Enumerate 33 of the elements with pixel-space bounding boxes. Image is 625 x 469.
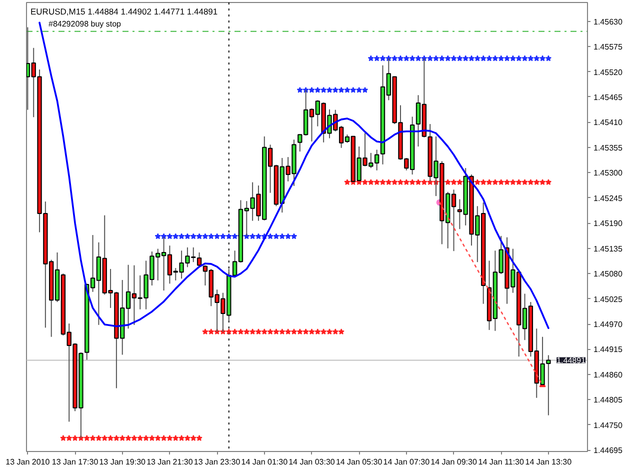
y-tick-label: 1.45520 [594,68,623,77]
x-tick-label: 14 Jan 11:30 [478,458,524,466]
y-tick-label: 1.44915 [594,345,623,354]
y-tick-label: 1.45080 [594,270,623,279]
x-tick-label: 13 Jan 21:30 [146,458,194,466]
y-tick-label: 1.45300 [594,168,623,178]
y-tick-label: 1.45135 [594,244,623,254]
x-tick-label: 14 Jan 09:30 [430,458,478,466]
x-tick-label: 14 Jan 01:30 [241,458,288,466]
text: EURUSD,M15 1.44884 1.44902 1.44771 1.44891 [30,6,218,16]
y-tick-label: 1.45025 [594,294,623,304]
x-tick-label: 14 Jan 03:30 [288,458,336,466]
y-tick-label: 1.45245 [594,194,623,203]
x-tick-label: 14 Jan 07:30 [383,458,430,466]
y-tick-label: 1.44805 [594,396,623,405]
y-tick-label: 1.44860 [594,370,623,380]
x-tick-label: 13 Jan 17:30 [52,458,99,466]
y-tick-label: 1.45630 [594,17,623,26]
y-tick-label: 1.45410 [594,118,623,128]
ref-line-label: 1.44891 [556,356,586,366]
y-tick-label: 1.45355 [594,143,623,152]
y-tick-label: 1.45575 [594,42,623,52]
y-tick-label: 1.44695 [594,446,623,456]
y-tick-label: 1.44750 [594,420,623,430]
x-tick-label: 13 Jan 19:30 [99,458,146,466]
x-tick-label: 13 Jan 2010 [6,458,50,466]
y-tick-label: 1.44970 [594,320,623,329]
x-tick-label: 14 Jan 13:30 [525,458,572,466]
ref-line-label: #84292098 buy stop [48,19,122,28]
x-tick-label: 14 Jan 05:30 [336,458,383,466]
y-tick-label: 1.45190 [594,219,623,228]
y-tick-label: 1.45465 [594,92,623,102]
x-tick-label: 13 Jan 23:30 [194,458,241,466]
